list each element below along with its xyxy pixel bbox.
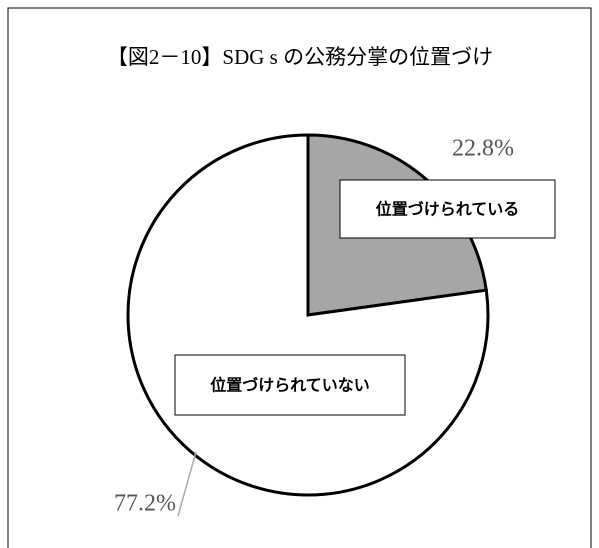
chart-title: 【図2－10】SDG s の公務分掌の位置づけ: [107, 45, 493, 69]
value-label: 77.2%: [114, 491, 176, 517]
label-box: [174, 354, 406, 416]
label-box: [339, 179, 556, 239]
category-label: 位置づけられていない: [210, 376, 370, 395]
value-label: 22.8%: [452, 136, 514, 162]
leader-line: [177, 451, 197, 517]
category-label: 位置づけられている: [376, 200, 520, 219]
